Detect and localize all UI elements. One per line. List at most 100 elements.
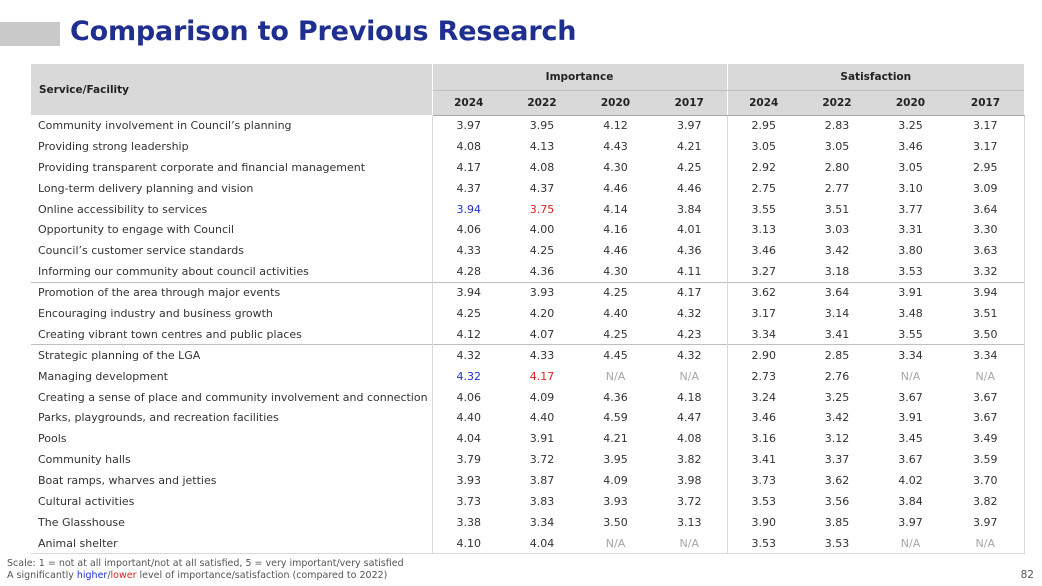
satisfaction-cell: 3.31 xyxy=(898,223,923,237)
importance-cell: 3.34 xyxy=(529,515,555,529)
table-row: Council’s customer service standards 4.33… xyxy=(31,240,1025,262)
importance-cell: 3.97 xyxy=(456,119,482,133)
importance-cell: 4.00 xyxy=(529,223,555,237)
satisfaction-cell: 3.05 xyxy=(751,139,777,153)
satisfaction-cell: 3.49 xyxy=(947,428,1025,450)
satisfaction-cell: 3.34 xyxy=(874,344,947,366)
importance-cell: 4.17 xyxy=(652,281,728,304)
importance-cell: 3.79 xyxy=(456,453,482,467)
satisfaction-cell: 2.75 xyxy=(751,181,777,195)
importance-cell: 4.25 xyxy=(529,244,555,258)
satisfaction-cell: 3.05 xyxy=(824,139,850,153)
importance-cell: N/A xyxy=(652,532,728,555)
service-label: Providing transparent corporate and fina… xyxy=(31,156,433,178)
satisfaction-cell: 3.51 xyxy=(824,202,850,216)
importance-cell: 4.01 xyxy=(652,219,728,241)
importance-cell: 4.25 xyxy=(456,306,482,320)
importance-cell: 4.04 xyxy=(456,432,482,446)
satisfaction-cell: 4.02 xyxy=(898,474,923,488)
importance-cell: 3.13 xyxy=(652,511,728,533)
importance-cell: 3.95 xyxy=(529,119,555,133)
service-label: Opportunity to engage with Council xyxy=(31,219,433,241)
satisfaction-cell: 3.97 xyxy=(947,511,1025,533)
satisfaction-cell: 3.45 xyxy=(898,432,923,446)
satisfaction-cell: 3.12 xyxy=(824,432,850,446)
service-label: Promotion of the area through major even… xyxy=(31,281,433,304)
satisfaction-cell: 2.73 xyxy=(751,369,777,383)
importance-cell: 4.13 xyxy=(529,139,555,153)
importance-cell: 4.33 xyxy=(505,344,579,366)
satisfaction-cell: 3.34 xyxy=(751,327,777,341)
service-label: Managing development xyxy=(31,365,433,387)
satisfaction-cell: 3.77 xyxy=(898,202,923,216)
satisfaction-cell: 3.91 xyxy=(898,411,923,425)
satisfaction-cell: 3.51 xyxy=(947,303,1025,324)
satisfaction-cell: 3.18 xyxy=(824,264,850,278)
importance-cell: 3.72 xyxy=(652,491,728,512)
satisfaction-cell: 3.25 xyxy=(824,390,850,404)
satisfaction-cell: 3.94 xyxy=(947,281,1025,304)
satisfaction-cell: N/A xyxy=(874,532,947,555)
importance-cell: 4.14 xyxy=(603,202,628,216)
satisfaction-cell: 2.83 xyxy=(824,119,850,133)
service-label: Council’s customer service standards xyxy=(31,240,433,262)
importance-cell: 3.83 xyxy=(529,494,555,508)
importance-cell: 4.30 xyxy=(603,264,628,278)
importance-cell: 4.40 xyxy=(456,411,482,425)
satisfaction-cell: 2.85 xyxy=(800,344,874,366)
importance-cell: 4.36 xyxy=(529,264,555,278)
importance-cell: 4.20 xyxy=(529,306,555,320)
significance-lower: lower xyxy=(110,570,137,581)
satisfaction-cell: 3.17 xyxy=(751,306,777,320)
service-label: Long-term delivery planning and vision xyxy=(31,177,433,199)
importance-cell: 3.73 xyxy=(456,494,482,508)
satisfaction-cell: 3.67 xyxy=(898,453,923,467)
table-row: Strategic planning of the LGA 4.32 4.33 4.4… xyxy=(31,344,1025,366)
satisfaction-cell: 3.73 xyxy=(751,474,777,488)
importance-cell: 4.37 xyxy=(529,181,555,195)
satisfaction-cell: 3.55 xyxy=(751,202,777,216)
importance-year-header: 2022 xyxy=(505,90,579,116)
importance-cell: 4.09 xyxy=(529,390,555,404)
table-row: Promotion of the area through major even… xyxy=(31,281,1025,304)
satisfaction-cell: 3.97 xyxy=(898,515,923,529)
satisfaction-cell: 3.53 xyxy=(898,264,923,278)
importance-cell: 4.46 xyxy=(603,244,628,258)
service-label: The Glasshouse xyxy=(31,511,433,533)
satisfaction-cell: 3.62 xyxy=(824,474,850,488)
satisfaction-cell: 3.25 xyxy=(898,119,923,133)
service-label: Animal shelter xyxy=(31,532,433,555)
title-accent-bar xyxy=(0,22,60,46)
service-label: Boat ramps, wharves and jetties xyxy=(31,470,433,492)
importance-cell: 4.18 xyxy=(652,386,728,408)
service-facility-header: Service/Facility xyxy=(31,64,433,115)
importance-cell: 4.47 xyxy=(652,407,728,429)
satisfaction-cell: 3.50 xyxy=(947,323,1025,345)
satisfaction-cell: 3.17 xyxy=(947,115,1025,136)
importance-cell: 4.12 xyxy=(603,119,628,133)
importance-cell: 3.93 xyxy=(456,474,482,488)
service-label: Online accessibility to services xyxy=(31,198,433,220)
satisfaction-cell: 3.90 xyxy=(751,515,777,529)
table-row: Community halls 3.79 3.72 3.95 3.82 3.41 3.37 3… xyxy=(31,449,1025,471)
satisfaction-cell: 3.05 xyxy=(898,160,923,174)
importance-cell: 4.36 xyxy=(652,240,728,262)
satisfaction-cell: 3.03 xyxy=(824,223,850,237)
importance-cell: 4.06 xyxy=(456,390,482,404)
satisfaction-cell: 3.42 xyxy=(824,411,850,425)
importance-cell: 4.04 xyxy=(505,532,579,555)
page-number: 82 xyxy=(1020,569,1034,581)
satisfaction-cell: 3.34 xyxy=(947,344,1025,366)
importance-cell: 3.95 xyxy=(603,453,628,467)
importance-cell: 4.32 xyxy=(456,369,482,383)
satisfaction-cell: N/A xyxy=(947,532,1025,555)
importance-cell: 4.28 xyxy=(456,264,482,278)
importance-cell: 4.17 xyxy=(529,369,555,383)
importance-cell: 3.94 xyxy=(456,202,482,216)
importance-cell: 3.93 xyxy=(505,281,579,304)
service-label: Parks, playgrounds, and recreation facil… xyxy=(31,407,433,429)
satisfaction-cell: 3.56 xyxy=(824,494,850,508)
importance-cell: 4.08 xyxy=(529,160,555,174)
satisfaction-cell: 2.77 xyxy=(824,181,850,195)
importance-year-header: 2017 xyxy=(652,90,728,116)
